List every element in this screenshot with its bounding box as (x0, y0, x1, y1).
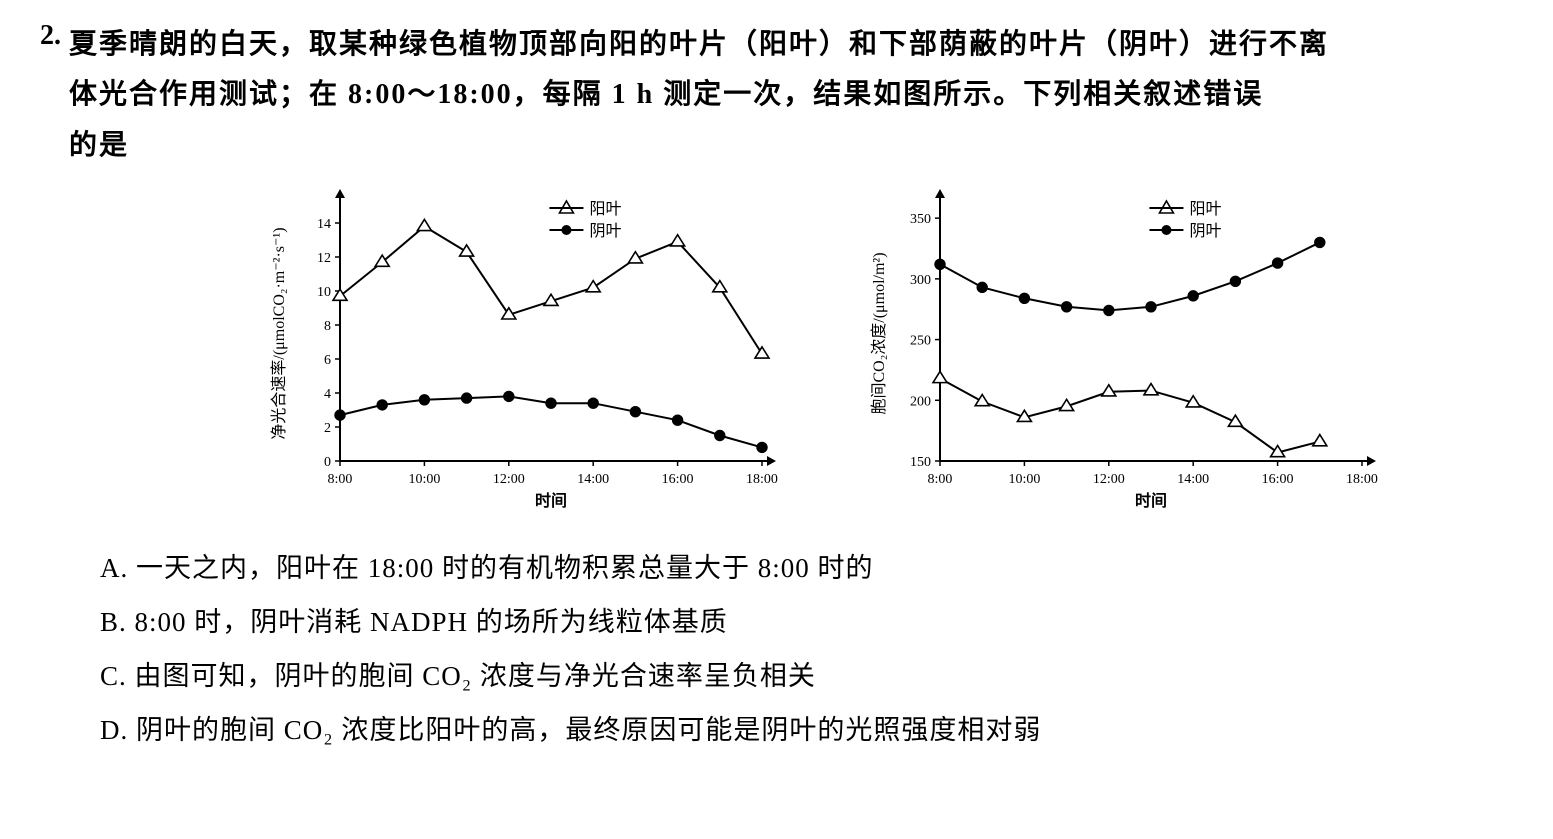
svg-text:净光合速率/(μmolCO₂·m⁻²·s⁻¹): 净光合速率/(μmolCO₂·m⁻²·s⁻¹) (270, 228, 288, 440)
svg-text:8:00: 8:00 (927, 472, 952, 487)
svg-text:8:00: 8:00 (327, 472, 352, 487)
svg-text:10:00: 10:00 (1008, 472, 1040, 487)
svg-text:0: 0 (324, 455, 331, 470)
svg-text:胞间CO₂浓度/(μmol/m²): 胞间CO₂浓度/(μmol/m²) (870, 253, 888, 415)
svg-text:阴叶: 阴叶 (589, 222, 621, 240)
net-photosynthesis-chart: 0 2 4 6 8 10 12 14 8:00 10:00 12:00 14:00 16:00 18:00… (262, 186, 782, 521)
svg-text:14:00: 14:00 (577, 472, 609, 487)
option-a: A. 一天之内，阳叶在 18:00 时的有机物积累总量大于 8:00 时的 (100, 541, 1513, 595)
chart1-svg: 0 2 4 6 8 10 12 14 8:00 10:00 12:00 14:00 16:00 18:00… (262, 186, 782, 516)
svg-text:10:00: 10:00 (408, 472, 440, 487)
svg-text:12:00: 12:00 (1092, 472, 1124, 487)
svg-text:10: 10 (317, 285, 331, 300)
svg-text:18:00: 18:00 (746, 472, 778, 487)
question-line-2: 体光合作用测试；在 8:00～18:00，每隔 1 h 测定一次，结果如图所示。… (69, 79, 1263, 110)
question-line-3: 的是 (69, 130, 129, 161)
svg-text:14: 14 (317, 217, 331, 232)
svg-text:8: 8 (324, 319, 331, 334)
svg-text:200: 200 (910, 394, 931, 409)
question-line-1: 夏季晴朗的白天，取某种绿色植物顶部向阳的叶片（阳叶）和下部荫蔽的叶片（阴叶）进行… (69, 29, 1329, 60)
svg-text:250: 250 (910, 334, 931, 349)
svg-text:16:00: 16:00 (661, 472, 693, 487)
svg-text:时间: 时间 (1134, 491, 1166, 510)
charts-container: 0 2 4 6 8 10 12 14 8:00 10:00 12:00 14:00 16:00 18:00… (130, 186, 1513, 521)
options-list: A. 一天之内，阳叶在 18:00 时的有机物积累总量大于 8:00 时的 B.… (100, 541, 1513, 757)
svg-text:阴叶: 阴叶 (1189, 222, 1221, 240)
svg-text:350: 350 (910, 212, 931, 227)
svg-text:4: 4 (324, 387, 331, 402)
co2-concentration-chart: 150 200 250 300 350 8:00 10:00 12:00 14:00 16:00 1… (862, 186, 1382, 521)
chart2-svg: 150 200 250 300 350 8:00 10:00 12:00 14:00 16:00 1… (862, 186, 1382, 516)
svg-text:6: 6 (324, 353, 331, 368)
option-d: D. 阴叶的胞间 CO₂ 浓度比阳叶的高，最终原因可能是阴叶的光照强度相对弱 (100, 703, 1513, 757)
svg-text:2: 2 (324, 421, 331, 436)
svg-text:300: 300 (910, 273, 931, 288)
option-b: B. 8:00 时，阴叶消耗 NADPH 的场所为线粒体基质 (100, 595, 1513, 649)
svg-text:阳叶: 阳叶 (1189, 200, 1221, 218)
option-c: C. 由图可知，阴叶的胞间 CO₂ 浓度与净光合速率呈负相关 (100, 649, 1513, 703)
question-number: 2. (40, 20, 61, 52)
svg-text:14:00: 14:00 (1177, 472, 1209, 487)
svg-text:150: 150 (910, 455, 931, 470)
question-header: 2. 夏季晴朗的白天，取某种绿色植物顶部向阳的叶片（阳叶）和下部荫蔽的叶片（阴叶… (40, 20, 1513, 171)
svg-text:16:00: 16:00 (1261, 472, 1293, 487)
question-text: 夏季晴朗的白天，取某种绿色植物顶部向阳的叶片（阳叶）和下部荫蔽的叶片（阴叶）进行… (69, 20, 1329, 171)
svg-text:阳叶: 阳叶 (589, 200, 621, 218)
svg-text:时间: 时间 (534, 491, 566, 510)
svg-text:12: 12 (317, 251, 331, 266)
svg-text:18:00: 18:00 (1346, 472, 1378, 487)
svg-text:12:00: 12:00 (492, 472, 524, 487)
